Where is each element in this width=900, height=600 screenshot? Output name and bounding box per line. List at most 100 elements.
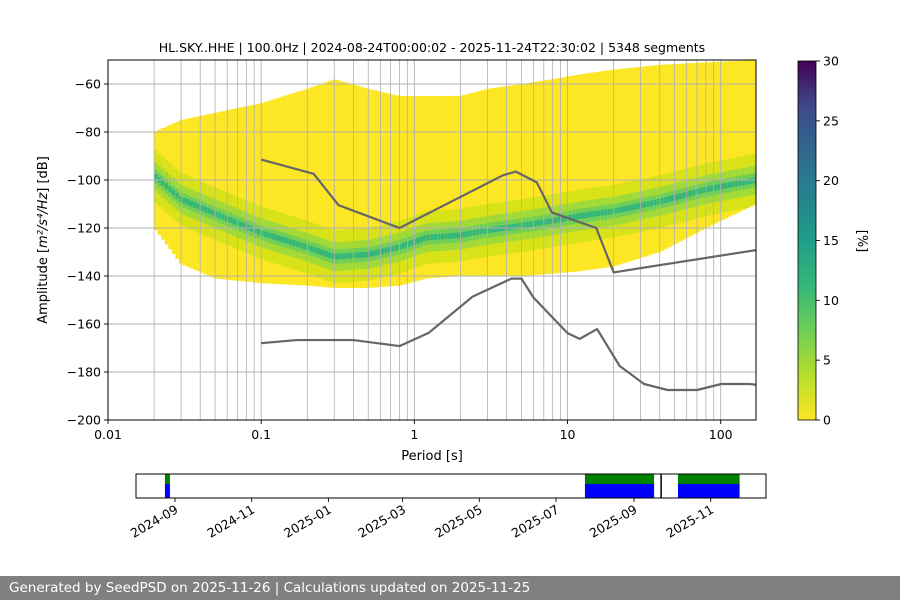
heatmap-cell — [685, 63, 690, 238]
heatmap-cell — [632, 204, 637, 210]
heatmap-cell — [614, 69, 619, 266]
x-tick-label: 1 — [410, 427, 418, 442]
heatmap-cell — [348, 252, 353, 259]
heatmap-cell — [288, 239, 293, 245]
heatmap-cell — [593, 210, 598, 217]
heatmap-cell — [316, 248, 322, 255]
heatmap-cell — [444, 233, 449, 240]
heatmap-cell — [239, 221, 244, 228]
colorbar-tick-label: 15 — [823, 233, 839, 248]
heatmap-cell — [511, 223, 516, 230]
heatmap-cell — [738, 180, 743, 186]
heatmap-cell — [260, 102, 265, 284]
heatmap-cell — [600, 209, 605, 216]
heatmap-cell — [706, 62, 711, 227]
heatmap-cell — [355, 252, 361, 259]
x-tick-label: 0.01 — [94, 427, 122, 442]
heatmap-cell — [384, 92, 389, 287]
plot-frame — [107, 59, 757, 421]
heatmap-cell — [274, 234, 279, 241]
heatmap-cell — [200, 205, 205, 211]
colorbar-label: [%] — [854, 230, 869, 253]
heatmap-cell — [377, 249, 382, 255]
heatmap-cell — [352, 84, 357, 288]
coverage-bar-upper — [677, 474, 740, 484]
heatmap-cell — [253, 227, 258, 234]
colorbar-tick-label: 10 — [823, 293, 839, 308]
heatmap-cell — [164, 183, 169, 190]
heatmap-cell — [221, 214, 226, 220]
heatmap-cell — [508, 224, 513, 231]
heatmap-cell — [727, 61, 732, 217]
heatmap-cell — [324, 250, 329, 257]
heatmap-cell — [214, 211, 219, 217]
heatmap-cell — [246, 105, 251, 282]
heatmap-cell — [575, 74, 580, 272]
heatmap-cell — [702, 62, 708, 229]
heatmap-cell — [518, 222, 523, 229]
heatmap-cell — [479, 90, 484, 276]
heatmap-cell — [161, 180, 166, 186]
heatmap-cell — [713, 184, 718, 191]
heatmap-cell — [242, 106, 247, 282]
y-tick-label: −120 — [67, 221, 101, 236]
chart-title: HL.SKY..HHE | 100.0Hz | 2024-08-24T00:00… — [159, 40, 705, 55]
timeline-tick-label: 2025-11 — [663, 502, 716, 541]
heatmap-cell — [731, 61, 736, 216]
heatmap-cell — [713, 61, 718, 224]
heatmap-cell — [267, 232, 272, 239]
heatmap-cell — [508, 85, 513, 277]
heatmap-cell — [610, 208, 615, 215]
heatmap-cell — [292, 240, 297, 246]
heatmap-cell — [578, 212, 584, 219]
heatmap-cell — [476, 229, 481, 235]
heatmap-cell — [692, 63, 697, 235]
heatmap-cell — [281, 236, 286, 243]
heatmap-cell — [437, 233, 442, 240]
heatmap-cell — [377, 91, 382, 288]
timeline-tick-label: 2024-11 — [204, 502, 257, 541]
heatmap-cell — [681, 192, 686, 199]
heatmap-cell — [515, 223, 520, 230]
heatmap-cell — [419, 96, 424, 280]
coverage-mark — [660, 474, 662, 498]
heatmap-cell — [249, 225, 254, 232]
heatmap-cell — [444, 96, 449, 278]
heatmap-cell — [494, 226, 499, 233]
coverage-bar-lower — [677, 484, 740, 498]
plot-grid — [108, 60, 756, 420]
heatmap-cell — [242, 222, 247, 229]
heatmap-cell — [529, 221, 534, 227]
timeline-ticks: 2024-09 2024-11 2025-01 2025-03 2025-05 2025-… — [128, 498, 716, 541]
heatmap-cell — [483, 227, 488, 234]
colorbar-tick-label: 25 — [823, 113, 839, 128]
heatmap-cell — [702, 187, 708, 193]
heatmap-cell — [285, 237, 290, 244]
heatmap-cell — [741, 60, 746, 210]
timeline-background — [136, 474, 766, 498]
heatmap-cell — [738, 60, 743, 212]
heatmap-cell — [603, 209, 608, 216]
heatmap-cell — [483, 89, 488, 276]
heatmap-cell — [370, 89, 375, 288]
heatmap-cell — [547, 218, 552, 225]
y-tick-label: −180 — [67, 365, 101, 380]
heatmap-cell — [440, 233, 446, 240]
heatmap-cell — [327, 80, 332, 288]
heatmap-cell — [745, 178, 750, 185]
heatmap-cell — [532, 81, 538, 275]
heatmap-cell — [359, 86, 364, 288]
heatmap-cell — [628, 67, 633, 262]
heatmap-cell — [671, 195, 676, 202]
heatmap-cell — [437, 96, 442, 278]
heatmap-cell — [727, 182, 732, 188]
heatmap-cell — [522, 222, 527, 229]
y-axis-label-unit: m²/s⁴/Hz — [36, 192, 51, 248]
footer-bar: Generated by SeedPSD on 2025-11-26 | Cal… — [0, 576, 900, 600]
heatmap-cell — [667, 64, 672, 248]
heatmap-cell — [494, 87, 499, 277]
heatmap-cell — [193, 202, 198, 208]
heatmap-cell — [646, 66, 651, 256]
heatmap-cell — [338, 80, 343, 288]
y-tick-label: −80 — [75, 125, 101, 140]
